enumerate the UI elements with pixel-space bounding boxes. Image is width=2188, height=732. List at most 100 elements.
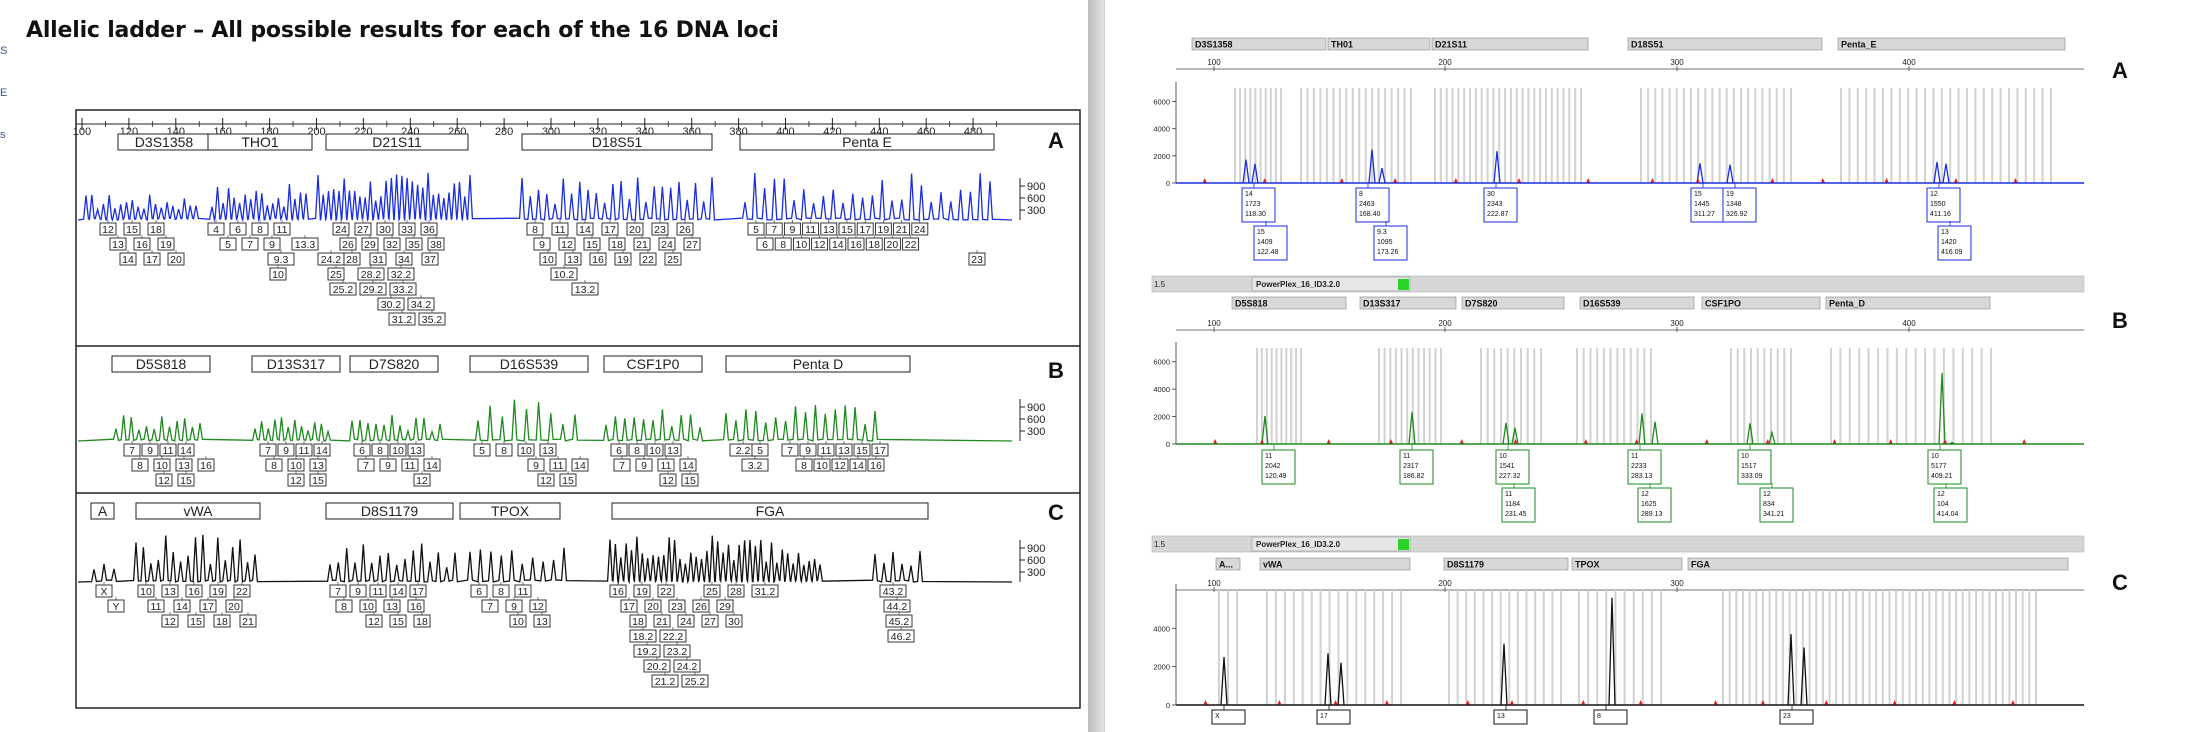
- locus-box: [521, 133, 713, 151]
- allele-label: 7: [487, 601, 493, 613]
- allele-bin: [1542, 590, 1545, 705]
- peak-allele: 14: [1245, 191, 1253, 198]
- allele-bin: [1762, 590, 1764, 705]
- peak-height: 2042: [1265, 463, 1281, 470]
- allele-bin: [1410, 88, 1412, 183]
- epg-bp-label: 100: [1207, 58, 1221, 67]
- locus-tab: [1431, 37, 1589, 51]
- allele-bin: [1227, 590, 1229, 705]
- peak-allele: 9.3: [1377, 229, 1387, 236]
- allele-bin: [1473, 590, 1476, 705]
- allele-bin: [1482, 590, 1485, 705]
- allele-bin: [1602, 348, 1605, 444]
- allele-bin: [1508, 590, 1511, 705]
- allele-label: 18: [150, 224, 162, 236]
- allele-bin: [1568, 88, 1571, 183]
- allele-label: 15: [841, 224, 853, 236]
- allele-bin: [1932, 88, 1935, 183]
- allele-bin: [1589, 348, 1592, 444]
- epg-bp-label: 400: [1902, 58, 1916, 67]
- allele-box: [389, 614, 407, 628]
- allele-box: [107, 599, 125, 613]
- allele-box: [407, 443, 425, 457]
- allele-box: [153, 458, 171, 472]
- allele-bin: [1915, 88, 1918, 183]
- allele-bin: [1498, 88, 1501, 183]
- allele-box: [427, 237, 445, 251]
- locus-tab-label: D3S1358: [1195, 40, 1233, 50]
- allele-box: [646, 443, 664, 457]
- allele-bin: [1895, 348, 1898, 444]
- artifact-marker: [1820, 178, 1825, 183]
- allele-label: 13: [823, 224, 835, 236]
- allele-label: 37: [424, 254, 436, 266]
- allele-bin: [1596, 590, 1599, 705]
- allele-bin: [1875, 590, 1878, 705]
- allele-label: 36: [423, 224, 435, 236]
- allele-bin: [1480, 88, 1483, 183]
- allele-box: [644, 599, 662, 613]
- allele-label: 25: [667, 254, 679, 266]
- allele-box: [774, 237, 792, 251]
- allele-box: [571, 458, 589, 472]
- kit-name: PowerPlex_16_ID3.2.0: [1256, 280, 1341, 289]
- peak-label-box: [1593, 709, 1628, 725]
- allele-bin: [1754, 88, 1757, 183]
- allele-box: [157, 237, 175, 251]
- allele-label: 32: [386, 239, 398, 251]
- locus-tab-label: Penta_E: [1841, 40, 1877, 50]
- allele-bin: [1486, 88, 1489, 183]
- allele-label: 15: [856, 445, 868, 457]
- locus-tab: [1215, 557, 1241, 571]
- allele-box: [470, 584, 488, 598]
- peak-label-box: [1253, 225, 1288, 261]
- allele-bin: [1952, 348, 1955, 444]
- artifact-marker: [1202, 178, 1207, 183]
- locus-tab-label: D7S820: [1465, 299, 1498, 309]
- allele-label: 16: [612, 586, 624, 598]
- locus-tab-label: D18S51: [1631, 40, 1664, 50]
- allele-bin: [1781, 590, 1784, 705]
- allele-label: 12: [834, 460, 846, 472]
- allele-label: 35: [408, 239, 420, 251]
- allele-bin: [1768, 590, 1771, 705]
- allele-bin: [1775, 88, 1778, 183]
- epg-y-label: 4000: [1153, 125, 1170, 134]
- allele-box: [867, 458, 885, 472]
- artifact-marker: [1695, 178, 1700, 183]
- allele-bin: [1270, 348, 1273, 444]
- allele-label: 19.2: [637, 646, 658, 658]
- allele-label: 18: [868, 239, 880, 251]
- allele-bin: [1616, 348, 1619, 444]
- allele-bin: [1525, 590, 1528, 705]
- peak-height: 1348: [1726, 201, 1742, 208]
- epg-panel-letter: A: [2112, 58, 2128, 83]
- allele-bin: [1280, 88, 1282, 183]
- allele-bin: [1290, 348, 1293, 444]
- epg-y-label: 4000: [1153, 624, 1170, 633]
- allele-label: 22.2: [663, 631, 684, 643]
- allele-box: [492, 584, 510, 598]
- artifact-marker: [1509, 700, 1514, 705]
- peak-label-box: [1737, 449, 1772, 485]
- epg-peak: [1651, 421, 1659, 445]
- allele-bin: [1991, 88, 1994, 183]
- locus-box: [469, 355, 589, 373]
- epg-peak: [1251, 163, 1259, 184]
- epg-panel-letter: C: [2112, 570, 2128, 595]
- epg-peak: [1938, 372, 1946, 445]
- allele-label: 10: [816, 460, 828, 472]
- peak-allele: 12: [1641, 491, 1649, 498]
- allele-bin: [1587, 590, 1590, 705]
- allele-bin: [1801, 590, 1804, 705]
- ladder-panel-b: B D5S818 D13S317 D7S820 D16S539 CSF1P0 Penta D…: [76, 345, 1080, 487]
- allele-box: [187, 614, 205, 628]
- allele-bin: [1218, 590, 1220, 705]
- allele-label: 7: [363, 460, 369, 472]
- allele-bin: [1743, 348, 1746, 444]
- allele-box: [177, 473, 195, 487]
- allele-label: 19: [160, 239, 172, 251]
- allele-bin: [1358, 88, 1361, 183]
- locus-box: [611, 502, 929, 520]
- epg-peak: [1408, 412, 1416, 445]
